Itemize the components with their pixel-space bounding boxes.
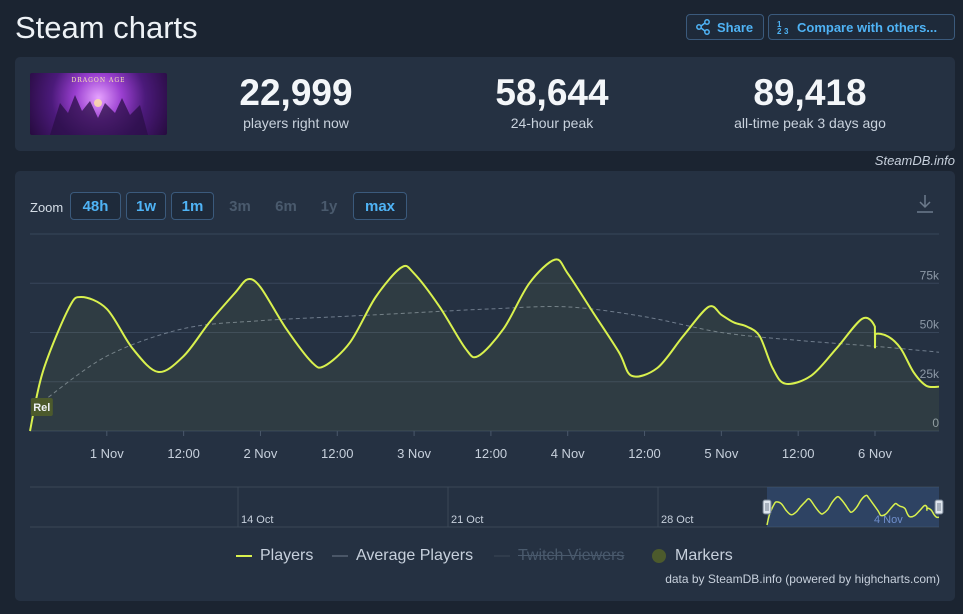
stat-24h-peak: 58,644 24-hour peak	[437, 72, 667, 132]
zoom-6m-button: 6m	[275, 197, 297, 215]
legend-players-label: Players	[260, 547, 314, 564]
legend-markers-label: Markers	[675, 547, 733, 564]
zoom-max-button[interactable]: max	[353, 192, 407, 220]
x-tick-label: 6 Nov	[858, 446, 892, 461]
y-tick-label: 50k	[920, 318, 940, 332]
highcharts-credit: data by SteamDB.info (powered by highcha…	[665, 572, 940, 586]
y-tick-label: 0	[932, 416, 939, 430]
average-players-line	[42, 306, 940, 402]
stat-label: all-time peak 3 days ago	[734, 115, 886, 131]
players-chart[interactable]: 0 25k 50k 75k 1 Nov 12:00 2 Nov 12:00 3 Nov 12:0…	[15, 226, 955, 536]
x-tick-label: 2 Nov	[243, 446, 277, 461]
chart-card: Zoom 48h 1w 1m 3m 6m 1y max 0 25k 50k 75k 1…	[15, 171, 955, 601]
y-tick-label: 75k	[920, 268, 940, 282]
compare-icon: 1 2 3	[777, 20, 789, 35]
stat-all-time-peak: 89,418 all-time peak 3 days ago	[695, 72, 925, 132]
y-tick-label: 25k	[920, 367, 940, 381]
steamdb-credit: SteamDB.info	[874, 153, 955, 168]
navigator-selection[interactable]	[767, 487, 939, 527]
legend-players-swatch	[236, 555, 252, 557]
stat-value: 89,418	[753, 72, 867, 113]
legend-item-markers[interactable]: Markers	[651, 547, 733, 565]
svg-text:1: 1	[777, 20, 782, 29]
navigator-tick-label: 21 Oct	[451, 514, 483, 526]
players-area	[30, 259, 939, 431]
navigator-tick-label: 28 Oct	[661, 514, 693, 526]
stat-players-now: 22,999 players right now	[181, 72, 411, 132]
release-marker-label: Rel	[33, 402, 50, 414]
zoom-label: Zoom	[30, 200, 64, 215]
stats-card: DRAGON AGE 22,999 players right now 58,6…	[15, 57, 955, 151]
download-icon[interactable]	[915, 193, 935, 215]
legend-average-label: Average Players	[356, 547, 474, 564]
legend-average-swatch	[332, 555, 348, 557]
x-tick-label: 12:00	[782, 446, 815, 461]
zoom-1y-button: 1y	[320, 197, 338, 215]
navigator-tick-label: 14 Oct	[241, 514, 273, 526]
x-tick-label: 12:00	[167, 446, 200, 461]
x-tick-label: 12:00	[628, 446, 661, 461]
game-logo-text: DRAGON AGE	[71, 77, 126, 84]
legend-item-players[interactable]: Players	[236, 547, 313, 565]
release-marker[interactable]: Rel	[30, 398, 53, 416]
navigator-players-line	[766, 494, 940, 526]
legend-item-twitch[interactable]: Twitch Viewers	[494, 547, 624, 565]
legend-markers-swatch	[652, 549, 666, 563]
compare-button[interactable]: 1 2 3 Compare with others...	[768, 14, 955, 40]
x-tick-label: 12:00	[475, 446, 508, 461]
x-tick-label: 5 Nov	[704, 446, 738, 461]
x-tick-label: 1 Nov	[90, 446, 124, 461]
navigator-left-handle[interactable]	[762, 499, 772, 515]
zoom-1m-button[interactable]: 1m	[171, 192, 214, 220]
navigator-right-handle[interactable]	[934, 499, 944, 515]
stat-value: 22,999	[239, 72, 353, 113]
compare-button-label: Compare with others...	[797, 19, 938, 35]
legend-item-average[interactable]: Average Players	[332, 547, 473, 565]
navigator-tick-label: 4 Nov	[874, 514, 903, 526]
legend-twitch-label: Twitch Viewers	[518, 547, 625, 564]
game-thumbnail: DRAGON AGE	[30, 73, 167, 135]
x-tick-label: 4 Nov	[551, 446, 585, 461]
stat-label: 24-hour peak	[510, 115, 594, 131]
players-line	[29, 258, 940, 432]
zoom-3m-button: 3m	[229, 197, 251, 215]
legend-twitch-swatch	[494, 555, 510, 557]
page-title: Steam charts	[15, 10, 198, 45]
chart-legend: Players Average Players Twitch Viewers M…	[15, 547, 955, 567]
zoom-48h-button[interactable]: 48h	[70, 192, 121, 220]
share-button[interactable]: Share	[686, 14, 764, 40]
stat-value: 58,644	[495, 72, 609, 113]
svg-text:2: 2	[777, 27, 782, 35]
x-tick-label: 3 Nov	[397, 446, 431, 461]
zoom-1w-button[interactable]: 1w	[126, 192, 166, 220]
svg-text:3: 3	[784, 27, 789, 35]
stat-label: players right now	[243, 115, 349, 131]
share-icon	[696, 19, 710, 35]
game-art-figures	[50, 95, 148, 135]
share-button-label: Share	[717, 19, 754, 35]
x-tick-label: 12:00	[321, 446, 354, 461]
